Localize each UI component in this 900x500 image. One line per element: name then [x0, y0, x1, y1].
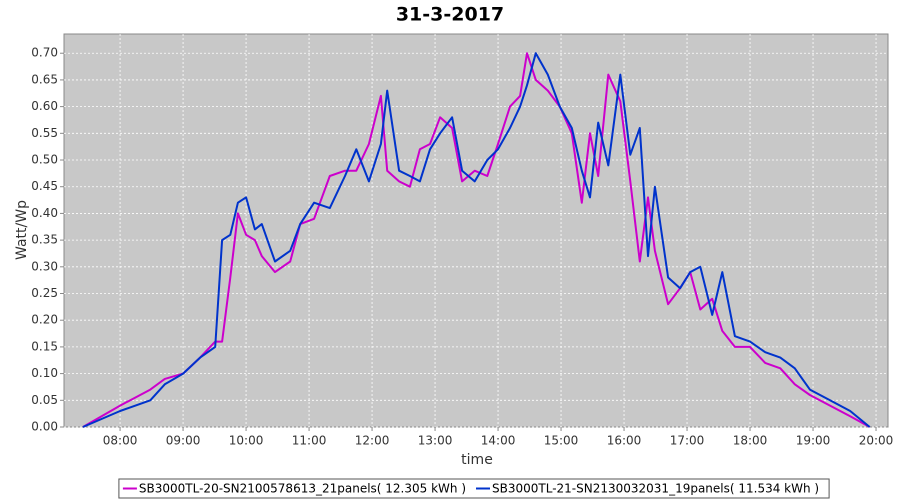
x-axis-label: time — [461, 452, 493, 468]
y-tick-label: 0.05 — [31, 393, 58, 407]
x-tick-label: 10:00 — [229, 434, 264, 448]
y-axis-label: Watt/Wp — [14, 200, 30, 260]
y-tick-label: 0.10 — [31, 366, 58, 380]
y-tick-label: 0.25 — [31, 286, 58, 300]
legend-box — [118, 478, 830, 499]
series-line — [82, 52, 871, 428]
x-tick-label: 12:00 — [355, 434, 390, 448]
y-tick-label: 0.15 — [31, 339, 58, 353]
y-tick-label: 0.50 — [31, 153, 58, 167]
x-tick-label: 15:00 — [544, 434, 579, 448]
x-tick-label: 18:00 — [733, 434, 768, 448]
y-tick-label: 0.45 — [31, 179, 58, 193]
x-tick-label: 19:00 — [796, 434, 831, 448]
y-tick-label: 0.65 — [31, 72, 58, 86]
y-tick-label: 0.55 — [31, 126, 58, 140]
y-tick-label: 0.30 — [31, 259, 58, 273]
legend-label: SB3000TL-21-SN2130032031_19panels( 11.53… — [492, 482, 819, 496]
y-tick-label: 0.35 — [31, 233, 58, 247]
x-tick-label: 16:00 — [607, 434, 642, 448]
plot-area — [63, 33, 889, 428]
legend-label: SB3000TL-20-SN2100578613_21panels( 12.30… — [139, 482, 466, 496]
y-tick-label: 0.20 — [31, 313, 58, 327]
x-tick-label: 20:00 — [859, 434, 894, 448]
x-tick-label: 14:00 — [481, 434, 516, 448]
x-tick-label: 17:00 — [670, 434, 705, 448]
y-tick-label: 0.60 — [31, 99, 58, 113]
legend: SB3000TL-20-SN2100578613_21panels( 12.30… — [118, 478, 830, 499]
y-tick-label: 0.40 — [31, 206, 58, 220]
x-tick-label: 11:00 — [292, 434, 327, 448]
x-tick-label: 09:00 — [166, 434, 201, 448]
x-tick-label: 13:00 — [418, 434, 453, 448]
y-tick-label: 0.00 — [31, 420, 58, 434]
x-tick-label: 08:00 — [103, 434, 138, 448]
chart-title: 31-3-2017 — [396, 4, 504, 26]
series-line — [82, 52, 871, 428]
y-tick-label: 0.70 — [31, 46, 58, 60]
